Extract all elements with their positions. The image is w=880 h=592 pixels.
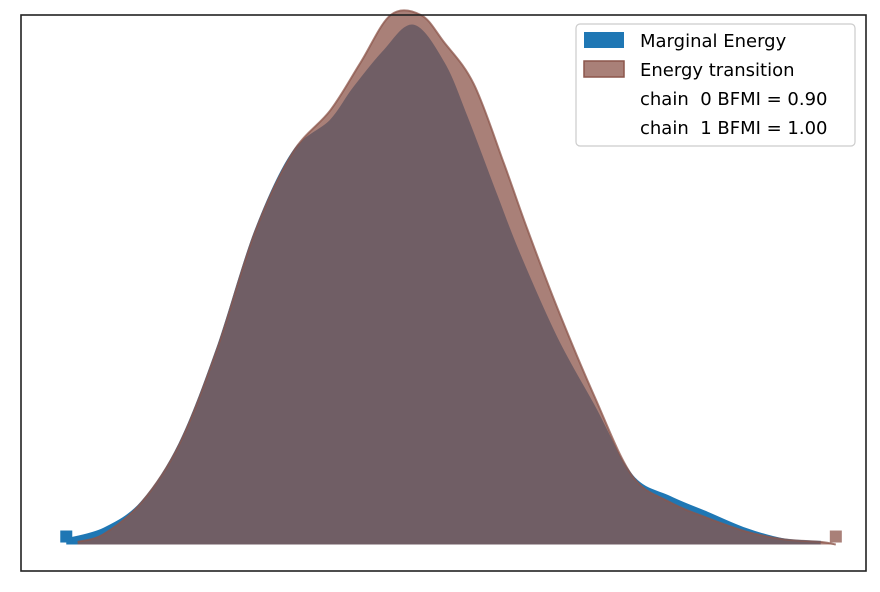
series-area-energy-transition (77, 10, 836, 545)
legend-swatch-marginal-energy (584, 32, 624, 48)
legend-box (575, 23, 856, 147)
plot-area (60, 9, 842, 546)
legend-swatch-energy-transition (583, 60, 625, 78)
legend-label-energy-transition: Energy transition (640, 60, 795, 81)
series-line-energy-transition (77, 9, 837, 546)
legend-label-marginal-energy: Marginal Energy (640, 31, 787, 52)
axes-frame (20, 14, 867, 572)
legend-label-chain-0-bfmi: chain 0 BFMI = 0.90 (640, 89, 828, 110)
series-marker-energy-transition-0 (829, 530, 842, 543)
series-marker-marginal-energy-0 (60, 530, 73, 543)
legend: Marginal Energy Energy transition chain … (575, 23, 856, 147)
legend-label-chain-1-bfmi: chain 1 BFMI = 1.00 (640, 118, 828, 139)
